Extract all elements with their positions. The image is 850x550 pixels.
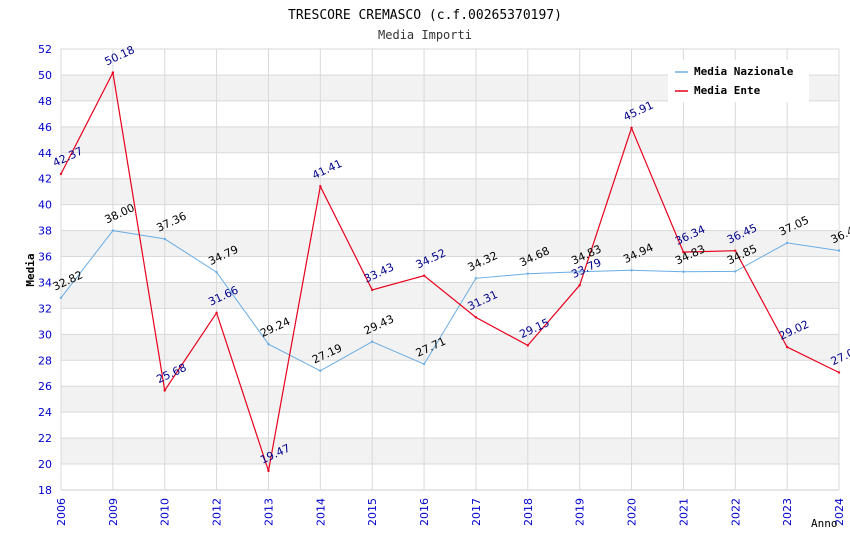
series-line-media-nazionale xyxy=(60,230,840,372)
y-tick-label: 24 xyxy=(38,406,52,419)
y-tick-label: 46 xyxy=(38,121,52,134)
x-tick-label: 2006 xyxy=(55,498,68,526)
data-point-media-ente xyxy=(111,71,115,74)
y-tick-label: 44 xyxy=(38,147,52,160)
legend-label-media-ente: Media Ente xyxy=(694,84,761,97)
x-tick-label: 2023 xyxy=(781,498,794,526)
data-point-media-ente xyxy=(474,316,478,319)
y-tick-label: 38 xyxy=(38,225,52,238)
legend: Media Nazionale Media Ente xyxy=(668,60,809,102)
x-axis-ticks: 2006 2009 2010 2012 2013 2014 2015 2016 2017 2018… xyxy=(55,498,846,526)
data-point-media-ente xyxy=(682,250,685,254)
data-point-media-ente xyxy=(734,249,737,252)
y-tick-label: 26 xyxy=(38,380,52,393)
y-tick-label: 42 xyxy=(38,173,52,186)
y-tick-label: 20 xyxy=(38,458,52,471)
data-point-media-ente xyxy=(267,469,270,473)
y-tick-label: 34 xyxy=(38,276,52,289)
data-point-media-ente xyxy=(371,288,374,292)
data-point-media-nazionale xyxy=(111,229,115,232)
data-point-media-nazionale xyxy=(474,277,478,280)
plot-background xyxy=(61,49,839,490)
y-tick-label: 48 xyxy=(38,95,52,108)
data-point-media-nazionale xyxy=(578,270,581,273)
x-tick-label: 2022 xyxy=(729,498,742,526)
series-layer xyxy=(59,70,841,473)
y-tick-label: 22 xyxy=(38,432,52,445)
x-tick-label: 2009 xyxy=(107,498,120,526)
x-tick-label: 2015 xyxy=(366,498,379,526)
data-point-media-nazionale xyxy=(422,362,426,366)
data-point-media-nazionale xyxy=(734,270,737,273)
data-point-media-nazionale xyxy=(59,296,63,299)
plot-band xyxy=(61,386,839,413)
legend-label-media-nazionale: Media Nazionale xyxy=(694,65,794,78)
data-point-media-nazionale xyxy=(267,343,270,346)
plot-area xyxy=(61,49,839,490)
x-tick-label: 2010 xyxy=(159,498,172,526)
plot-band xyxy=(61,178,839,205)
plot-band xyxy=(61,438,839,465)
data-point-media-ente xyxy=(526,344,529,347)
y-tick-label: 32 xyxy=(38,302,52,315)
x-tick-label: 2014 xyxy=(314,498,327,526)
data-point-media-ente xyxy=(422,274,426,277)
x-tick-label: 2013 xyxy=(262,498,275,526)
data-point-media-nazionale xyxy=(785,241,789,245)
data-point-media-ente xyxy=(215,311,218,315)
chart-subtitle: Media Importi xyxy=(378,28,472,42)
data-point-media-nazionale xyxy=(526,272,529,275)
y-tick-label: 40 xyxy=(38,199,52,212)
x-tick-label: 2016 xyxy=(418,498,431,526)
series-line-media-ente xyxy=(60,70,840,472)
plot-band xyxy=(61,334,839,361)
y-tick-label: 36 xyxy=(38,251,52,264)
data-point-media-ente xyxy=(837,371,841,374)
y-tick-label: 52 xyxy=(38,43,52,56)
data-point-media-ente xyxy=(319,185,322,188)
data-point-media-ente xyxy=(578,283,581,287)
data-point-media-nazionale xyxy=(630,269,633,272)
plot-band xyxy=(61,282,839,309)
x-tick-label: 2012 xyxy=(211,498,224,526)
data-point-media-ente xyxy=(630,126,633,130)
data-point-media-nazionale xyxy=(319,369,322,373)
data-point-media-nazionale xyxy=(371,340,374,343)
chart-title: TRESCORE CREMASCO (c.f.00265370197) xyxy=(288,8,562,23)
plot-band xyxy=(61,126,839,153)
x-tick-label: 2020 xyxy=(626,498,639,526)
x-tick-label: 2018 xyxy=(522,498,535,526)
y-tick-label: 50 xyxy=(38,69,52,82)
data-point-media-nazionale xyxy=(837,249,841,252)
data-point-media-nazionale xyxy=(215,271,218,274)
y-tick-label: 28 xyxy=(38,354,52,367)
y-tick-label: 18 xyxy=(38,484,52,497)
y-tick-label: 30 xyxy=(38,328,52,341)
x-axis-label: Anno xyxy=(811,517,838,530)
data-point-media-ente xyxy=(59,172,63,176)
data-point-media-ente xyxy=(163,389,166,392)
y-axis-ticks: 18 20 22 24 26 28 30 32 34 36 38 40 42 44 46 48 50 52 xyxy=(38,43,52,497)
data-point-media-nazionale xyxy=(682,270,685,273)
plot-band xyxy=(61,230,839,257)
data-point-media-nazionale xyxy=(163,237,166,241)
x-tick-label: 2024 xyxy=(833,498,846,526)
x-tick-label: 2019 xyxy=(574,498,587,526)
x-tick-label: 2021 xyxy=(677,498,690,526)
y-axis-label: Media xyxy=(24,253,37,286)
legend-box xyxy=(668,60,809,102)
gridlines xyxy=(60,48,840,491)
x-tick-label: 2017 xyxy=(470,498,483,526)
data-point-media-ente xyxy=(785,345,789,349)
